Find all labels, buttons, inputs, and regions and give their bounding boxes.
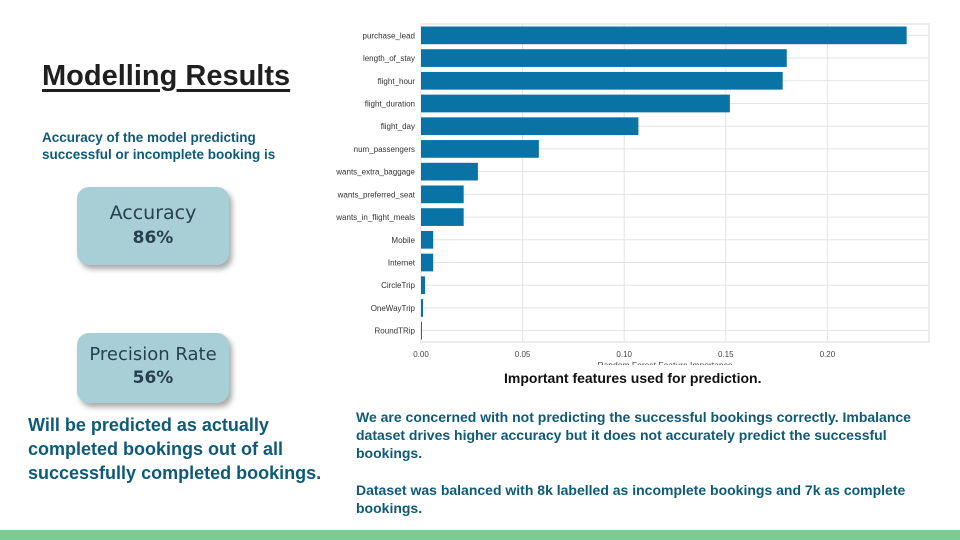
bar-RoundTRip [421,321,422,340]
y-tick-label: RoundTRip [375,327,416,336]
accuracy-label: Accuracy [109,202,197,224]
bar-Mobile [421,230,434,249]
y-tick-label: wants_extra_baggage [335,168,415,177]
precision-note: Will be predicted as actually completed … [28,415,322,483]
y-tick-label: purchase_lead [363,31,415,40]
precision-value: 56% [132,368,174,388]
y-tick-label: num_passengers [354,145,415,154]
y-tick-label: wants_preferred_seat [337,190,416,199]
bar-flight_day [421,117,639,136]
bar-flight_hour [421,71,783,90]
y-tick-label: Mobile [391,236,415,245]
bar-wants_extra_baggage [421,162,478,181]
accuracy-card: Accuracy 86% [77,187,229,265]
bar-CircleTrip [421,276,426,295]
footer-bar [0,530,960,540]
bar-flight_duration [421,94,730,113]
chart-caption: Important features used for prediction. [504,370,762,386]
plot-area [420,23,930,343]
x-axis-label: Random Forest Feature Importance [597,360,732,365]
y-tick-label: flight_hour [378,77,416,86]
accuracy-value: 86% [132,228,174,248]
balanced-text: Dataset was balanced with 8k labelled as… [356,482,906,516]
x-tick-label: 0.20 [820,350,836,359]
x-tick-label: 0.10 [616,350,632,359]
page-title: Modelling Results [42,60,291,92]
y-tick-label: CircleTrip [381,281,415,290]
bar-wants_preferred_seat [421,185,464,204]
bar-purchase_lead [421,26,907,45]
concern-text: We are concerned with not predicting the… [356,409,911,461]
y-tick-label: wants_in_flight_meals [335,213,415,222]
bar-wants_in_flight_meals [421,208,464,226]
bar-length_of_stay [421,49,787,67]
y-tick-label: flight_day [381,122,415,131]
precision-label: Precision Rate [89,344,217,365]
x-tick-label: 0.05 [515,350,531,359]
y-tick-label: Internet [388,259,416,268]
precision-card: Precision Rate 56% [77,333,229,403]
x-tick-label: 0.00 [413,350,429,359]
feature-importance-chart: 0.00 0.05 0.10 0.15 0.20 purchase_lead length_… [315,20,955,370]
y-tick-label: length_of_stay [363,54,415,63]
x-tick-label: 0.15 [718,350,734,359]
bar-Internet [421,253,434,272]
accuracy-subtitle: Accuracy of the model predicting success… [42,130,276,162]
bar-OneWayTrip [421,299,424,317]
chart-svg: 0.00 0.05 0.10 0.15 0.20 purchase_lead length_… [335,23,930,370]
y-tick-label: OneWayTrip [371,304,416,313]
y-tick-label: flight_duration [365,100,415,109]
bar-num_passengers [421,140,539,158]
